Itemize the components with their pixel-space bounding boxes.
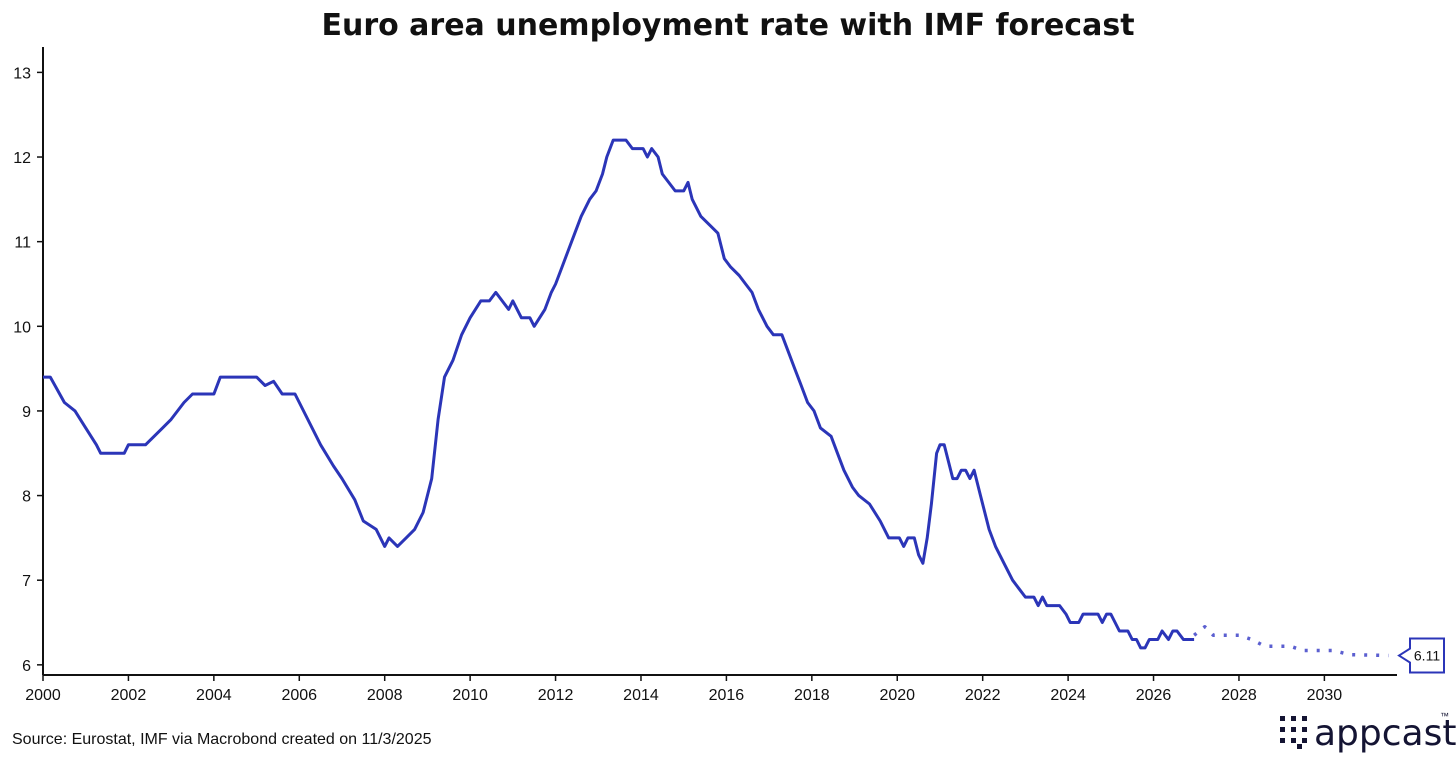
series-layer <box>43 138 1389 658</box>
x-tick-label: 2002 <box>111 687 147 704</box>
logo-dot <box>1302 727 1307 732</box>
annotation-layer: 6.11 <box>1397 637 1445 674</box>
x-tick-label: 2018 <box>794 687 830 704</box>
x-tick-label: 2026 <box>1136 687 1172 704</box>
x-tick-label: 2006 <box>281 687 317 704</box>
x-tick-label: 2010 <box>452 687 488 704</box>
y-tick-label: 9 <box>22 404 31 421</box>
y-tick-label: 7 <box>22 573 31 590</box>
value-callout-label: 6.11 <box>1414 648 1440 664</box>
x-tick-label: 2016 <box>709 687 745 704</box>
value-callout-box <box>1397 637 1445 674</box>
x-tick-label: 2000 <box>25 687 61 704</box>
x-tick-label: 2024 <box>1050 687 1086 704</box>
logo-dot <box>1291 738 1296 743</box>
y-tick-label: 6 <box>22 658 31 675</box>
logo-dot <box>1291 716 1296 721</box>
logo-dot <box>1291 727 1296 732</box>
x-tick-label: 2022 <box>965 687 1001 704</box>
x-tick-label: 2012 <box>538 687 574 704</box>
logo-dot <box>1302 716 1307 721</box>
x-tick-label: 2028 <box>1221 687 1257 704</box>
x-tick-label: 2014 <box>623 687 659 704</box>
logo-dot <box>1280 727 1285 732</box>
x-tick-label: 2004 <box>196 687 232 704</box>
y-tick-label: 13 <box>13 65 31 82</box>
brand-name: appcast <box>1314 713 1456 754</box>
brand-trademark: ™ <box>1440 711 1449 721</box>
logo-dot <box>1297 744 1302 749</box>
logo-dot <box>1280 738 1285 743</box>
x-axis: 2000 2002 2004 2006 2008 2010 2012 2014 2016 2018… <box>25 674 1397 704</box>
x-tick-label: 2020 <box>879 687 915 704</box>
chart-title: Euro area unemployment rate with IMF for… <box>321 8 1134 43</box>
y-tick-label: 12 <box>13 150 31 167</box>
appcast-logo-icon <box>1280 716 1307 749</box>
source-note: Source: Eurostat, IMF via Macrobond crea… <box>12 731 432 748</box>
brand-logo: appcast ™ <box>1280 711 1456 754</box>
logo-dot <box>1280 716 1285 721</box>
y-axis: 6 7 8 9 10 11 12 13 <box>13 47 44 675</box>
series-line-forecast <box>1193 625 1389 658</box>
series-line-actual <box>43 138 1195 650</box>
y-tick-label: 10 <box>13 319 31 336</box>
y-tick-label: 8 <box>22 489 31 506</box>
x-tick-label: 2030 <box>1307 687 1343 704</box>
y-tick-label: 11 <box>14 235 31 252</box>
x-tick-label: 2008 <box>367 687 403 704</box>
logo-dot <box>1302 738 1307 743</box>
